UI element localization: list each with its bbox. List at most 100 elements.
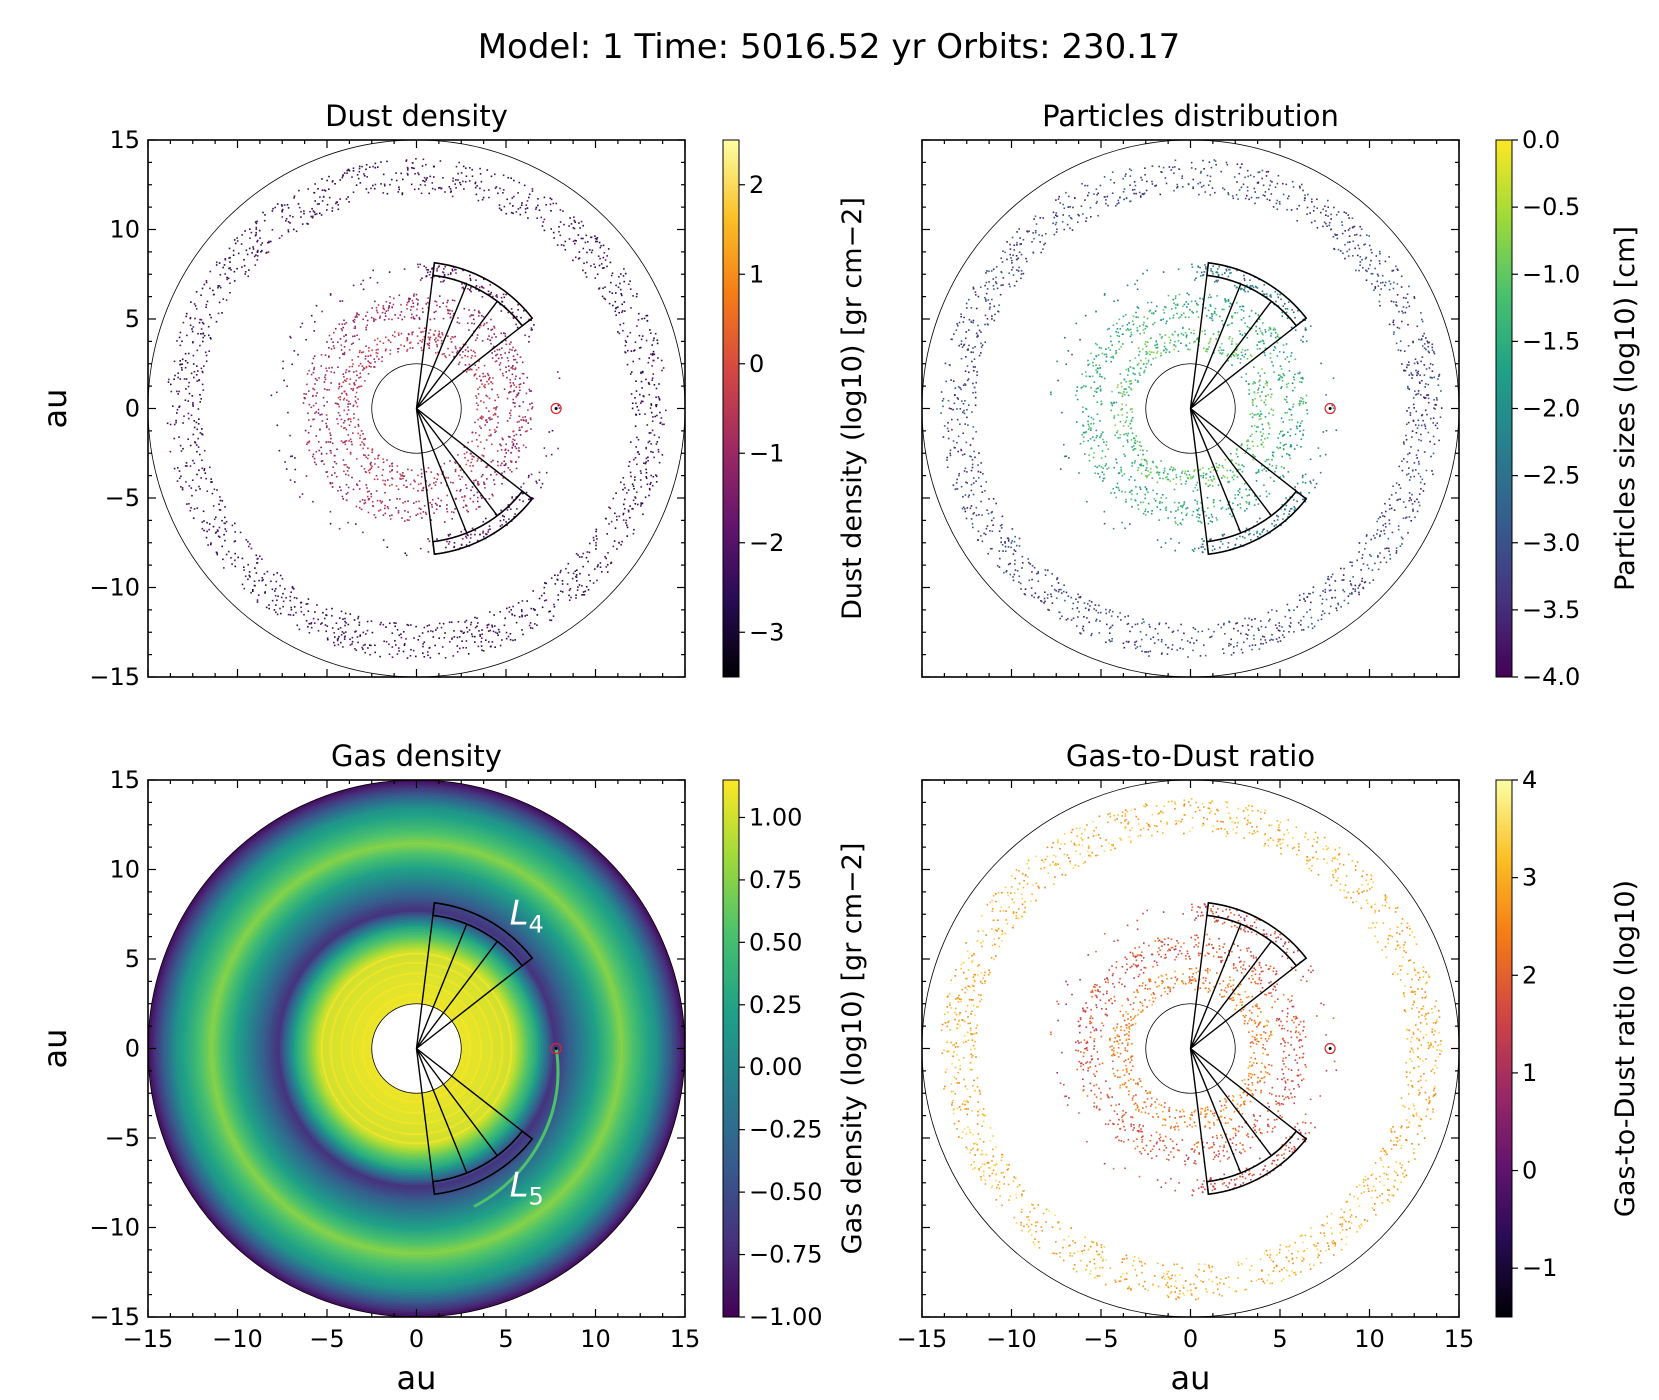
particle (1178, 168, 1180, 170)
particle (1393, 331, 1395, 333)
particle (185, 388, 187, 390)
particle (1423, 374, 1426, 376)
particle (483, 447, 486, 450)
particle (509, 436, 511, 438)
particle (189, 465, 192, 467)
particle (1105, 641, 1107, 644)
particle (368, 361, 371, 364)
particle (1018, 228, 1020, 230)
particle (443, 279, 445, 282)
particle (397, 332, 400, 334)
particle (623, 301, 626, 303)
particle (520, 419, 522, 421)
particle (1389, 558, 1392, 560)
particle (518, 420, 520, 423)
particle (511, 446, 513, 449)
particle (184, 360, 187, 362)
colorbar-tick-label: 0 (749, 350, 764, 378)
particle (655, 404, 657, 406)
particle (474, 533, 476, 536)
particle (1309, 212, 1311, 214)
particle (1335, 214, 1338, 216)
particle (1007, 540, 1010, 542)
particle (351, 443, 353, 446)
particle (338, 405, 340, 408)
particle (482, 535, 485, 538)
particle (578, 222, 580, 224)
particle (229, 267, 231, 269)
particle (312, 215, 314, 218)
particle (642, 513, 644, 516)
particle (342, 618, 344, 620)
particle (524, 416, 526, 418)
particle (510, 384, 512, 387)
particle (1256, 333, 1259, 335)
particle (290, 608, 293, 611)
particle (460, 530, 462, 533)
particle (502, 438, 504, 441)
particle (617, 306, 619, 308)
particle (446, 504, 448, 506)
particle (438, 276, 441, 278)
particle (423, 336, 426, 338)
particle (1117, 199, 1120, 202)
particle (422, 158, 425, 161)
particle (1308, 592, 1310, 595)
particle (509, 378, 511, 381)
particle (501, 482, 503, 485)
particle (411, 333, 414, 336)
particle (417, 639, 419, 641)
particle (440, 187, 443, 190)
particle (306, 373, 309, 375)
particle (264, 214, 266, 216)
particle (348, 418, 350, 420)
particle (487, 531, 489, 533)
particle (407, 624, 410, 627)
particle (356, 484, 359, 486)
ring-3 (270, 263, 561, 557)
particle (354, 335, 356, 337)
particle (961, 400, 963, 402)
particle (1020, 588, 1022, 590)
particle (333, 644, 336, 647)
particle (970, 351, 973, 353)
particle (500, 449, 503, 451)
particle (439, 306, 441, 308)
particle (1396, 268, 1399, 270)
particle (1303, 597, 1305, 600)
particle (1072, 602, 1075, 605)
particle (225, 520, 228, 523)
particle (627, 465, 630, 467)
particle (1239, 488, 1241, 490)
particle (181, 358, 184, 361)
particle (353, 318, 356, 321)
particle (206, 521, 208, 524)
particle (244, 575, 247, 578)
particle (1313, 625, 1316, 628)
particle (1128, 329, 1130, 332)
particle (394, 331, 396, 333)
particle (382, 342, 385, 344)
particle (1055, 221, 1058, 224)
particle (506, 420, 509, 422)
particle (490, 474, 492, 476)
particle (375, 490, 378, 492)
particle (426, 177, 428, 179)
particle (517, 192, 519, 194)
particle (349, 613, 352, 615)
particle (420, 482, 422, 485)
particle (1219, 499, 1222, 502)
particle (326, 637, 329, 640)
particle (595, 528, 598, 531)
particle (1207, 507, 1209, 509)
particle (184, 366, 187, 369)
particle (195, 444, 198, 446)
particle (465, 487, 468, 490)
particle (1221, 506, 1224, 509)
particle (388, 271, 391, 273)
particle (340, 634, 343, 636)
particle (410, 648, 412, 651)
particle (1283, 444, 1286, 446)
particle (493, 479, 495, 481)
particle (1414, 358, 1417, 360)
